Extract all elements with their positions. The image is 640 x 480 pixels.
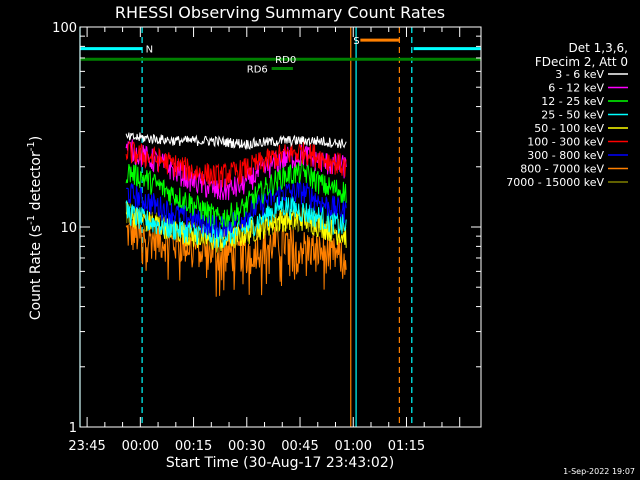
legend-label: 300 - 800 keV (527, 149, 604, 162)
legend-label: 6 - 12 keV (548, 82, 604, 95)
legend-label: 100 - 300 keV (527, 136, 604, 149)
legend-label: 50 - 100 keV (534, 122, 604, 135)
series-layer (125, 132, 347, 297)
legend-label: 12 - 25 keV (541, 95, 604, 108)
x-tick-label: 00:45 (281, 439, 318, 454)
series-trace (125, 139, 347, 189)
flag-bar-label: RD0 (275, 55, 296, 66)
y-axis-label: Count Rate (s-1 detector-1) (26, 136, 44, 320)
series-trace (125, 196, 347, 248)
chart-title: RHESSI Observing Summary Count Rates (115, 3, 445, 22)
x-axis: 23:45 00:00 00:15 00:30 00:45 01:00 01:15 (68, 27, 461, 454)
series-trace (125, 132, 347, 151)
y-axis-label-part: Count Rate (s (28, 225, 44, 320)
legend-header-line: Det 1,3,6, (569, 41, 629, 55)
x-tick-label: 00:00 (122, 439, 159, 454)
flag-bar-label: S (353, 36, 359, 47)
y-axis-label-part: ) (28, 136, 44, 141)
x-tick-label: 01:00 (335, 439, 372, 454)
legend-label: 7000 - 15000 keV (506, 176, 604, 189)
y-tick-label: 10 (60, 221, 77, 236)
series-trace (125, 160, 347, 228)
flag-bar-label: RD6 (247, 65, 268, 76)
flag-bar-label: N (146, 45, 153, 56)
y-axis-label-sup: -1 (26, 215, 37, 225)
y-axis: 1 10 100 (52, 21, 481, 436)
flag-bars: N S RD0 RD6 (80, 36, 481, 76)
x-tick-label: 01:15 (388, 439, 425, 454)
footer-date: 1-Sep-2022 19:07 (563, 467, 635, 476)
legend-label: 3 - 6 keV (555, 68, 604, 81)
x-tick-label: 00:30 (228, 439, 265, 454)
y-tick-label: 100 (52, 21, 77, 36)
y-tick-label: 1 (69, 421, 77, 436)
legend-label: 800 - 7000 keV (520, 163, 604, 176)
legend-header-line: FDecim 2, Att 0 (535, 55, 628, 69)
series-trace (125, 219, 347, 297)
x-axis-label: Start Time (30-Aug-17 23:43:02) (166, 455, 394, 471)
y-axis-label-sup: -1 (26, 141, 37, 151)
y-axis-label-part: detector (28, 151, 44, 215)
x-tick-label: 00:15 (175, 439, 212, 454)
legend-label: 25 - 50 keV (541, 109, 604, 122)
x-tick-label: 23:45 (68, 439, 105, 454)
